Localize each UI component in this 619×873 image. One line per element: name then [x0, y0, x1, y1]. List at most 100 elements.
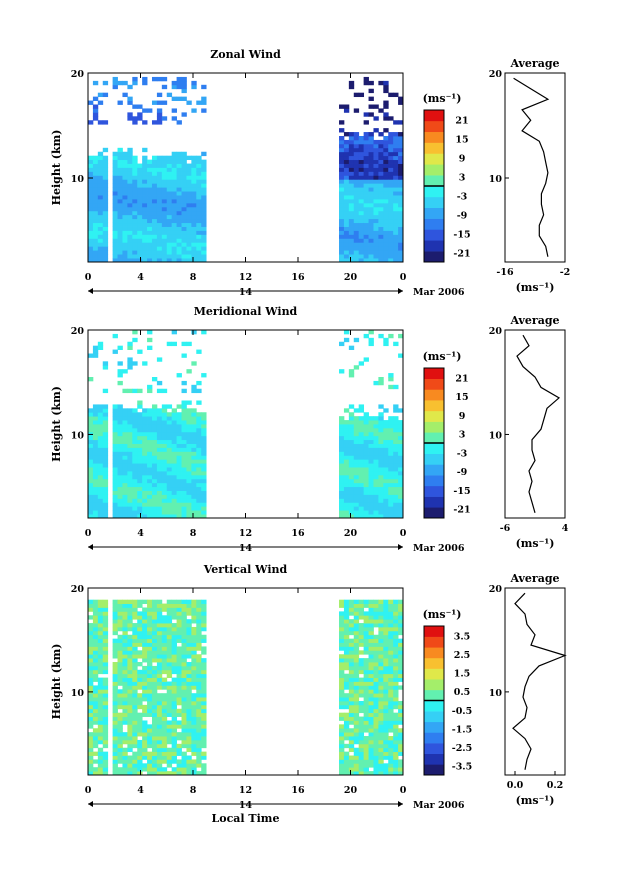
heatmap-cell — [393, 258, 399, 263]
heatmap-cell — [373, 463, 379, 468]
heatmap-cell — [117, 195, 123, 200]
heatmap-cell — [348, 662, 355, 667]
heatmap-cell — [191, 254, 197, 259]
heatmap-cell — [358, 206, 365, 212]
heatmap-cell — [112, 720, 118, 725]
heatmap-cell — [378, 258, 384, 263]
heatmap-cell — [191, 330, 197, 335]
heatmap-cell — [358, 763, 365, 768]
heatmap-cell — [171, 218, 177, 224]
heatmap-cell — [176, 183, 182, 188]
heatmap-cell — [196, 634, 202, 640]
heatmap-cell — [166, 732, 173, 737]
heatmap-cell — [373, 254, 379, 259]
heatmap-cell — [373, 416, 379, 421]
heatmap-cell — [97, 634, 104, 640]
heatmap-cell — [368, 626, 374, 632]
heatmap-cell — [358, 662, 365, 667]
heatmap-cell — [393, 700, 399, 706]
heatmap-cell — [142, 246, 148, 251]
heatmap-cell — [117, 175, 123, 180]
heatmap-cell — [112, 681, 118, 686]
heatmap-cell — [388, 234, 394, 239]
heatmap-cell — [393, 502, 399, 507]
heatmap-cell — [122, 467, 128, 472]
heatmap-cell — [176, 510, 182, 515]
heatmap-cell — [196, 658, 202, 663]
heatmap-cell — [201, 658, 207, 663]
heatmap-cell — [147, 615, 153, 620]
heatmap-cell — [393, 697, 399, 702]
heatmap-cell — [171, 751, 177, 756]
heatmap-cell — [112, 76, 118, 82]
heatmap-cell — [398, 603, 404, 608]
heatmap-cell — [353, 337, 360, 343]
heatmap-cell — [156, 743, 163, 749]
heatmap-cell — [176, 463, 182, 468]
heatmap-cell — [147, 665, 153, 671]
heatmap-cell — [132, 206, 138, 212]
heatmap-cell — [137, 700, 143, 706]
heatmap-cell — [161, 420, 168, 425]
heatmap-cell — [186, 408, 192, 413]
heatmap-cell — [181, 451, 187, 456]
heatmap-cell — [186, 218, 192, 224]
heatmap-cell — [122, 159, 128, 164]
heatmap-cell — [358, 490, 365, 495]
heatmap-cell — [363, 191, 369, 196]
heatmap-cell — [171, 646, 177, 651]
heatmap-cell — [383, 712, 389, 717]
heatmap-cell — [171, 210, 177, 216]
heatmap-cell — [137, 634, 143, 640]
heatmap-cell — [97, 474, 104, 480]
heatmap-cell — [358, 623, 365, 628]
heatmap-cell — [147, 439, 153, 444]
heatmap-cell — [127, 767, 133, 772]
heatmap-cell — [166, 763, 173, 768]
heatmap-cell — [348, 443, 355, 448]
heatmap-cell — [186, 486, 192, 491]
heatmap-cell — [112, 490, 118, 495]
heatmap-cell — [97, 611, 104, 616]
heatmap-cell — [393, 427, 399, 433]
heatmap-cell — [122, 171, 128, 176]
heatmap-cell — [137, 416, 143, 421]
heatmap-cell — [398, 767, 404, 772]
heatmap-cell — [147, 431, 153, 437]
heatmap-cell — [181, 471, 187, 476]
heatmap-cell — [112, 84, 118, 90]
heatmap-cell — [191, 258, 197, 263]
heatmap-cell — [156, 642, 163, 647]
heatmap-cell — [398, 222, 404, 227]
heatmap-cell — [151, 474, 158, 480]
heatmap-cell — [343, 603, 350, 608]
heatmap-cell — [191, 502, 197, 507]
heatmap-cell — [363, 234, 369, 239]
heatmap-cell — [142, 708, 148, 714]
heatmap-cell — [196, 222, 202, 227]
heatmap-cell — [398, 100, 404, 105]
heatmap-cell — [196, 771, 202, 776]
heatmap-cell — [161, 431, 168, 437]
heatmap-cell — [388, 658, 394, 663]
heatmap-cell — [122, 732, 128, 737]
heatmap-cell — [186, 739, 192, 745]
heatmap-cell — [161, 502, 168, 507]
heatmap-cell — [117, 80, 123, 86]
heatmap-cell — [353, 712, 360, 717]
heatmap-cell — [147, 459, 153, 464]
heatmap-cell — [339, 646, 345, 651]
heatmap-cell — [378, 712, 384, 717]
heatmap-cell — [348, 447, 355, 452]
heatmap-cell — [166, 435, 173, 441]
heatmap-cell — [348, 238, 355, 243]
heatmap-cell — [398, 439, 404, 444]
heatmap-cell — [353, 724, 360, 729]
heatmap-cell — [339, 759, 345, 764]
heatmap-cell — [112, 743, 118, 749]
heatmap-cell — [161, 626, 168, 632]
heatmap-cell — [191, 506, 197, 511]
heatmap-cell — [191, 700, 197, 706]
heatmap-cell — [122, 607, 128, 612]
heatmap-cells — [88, 330, 404, 519]
